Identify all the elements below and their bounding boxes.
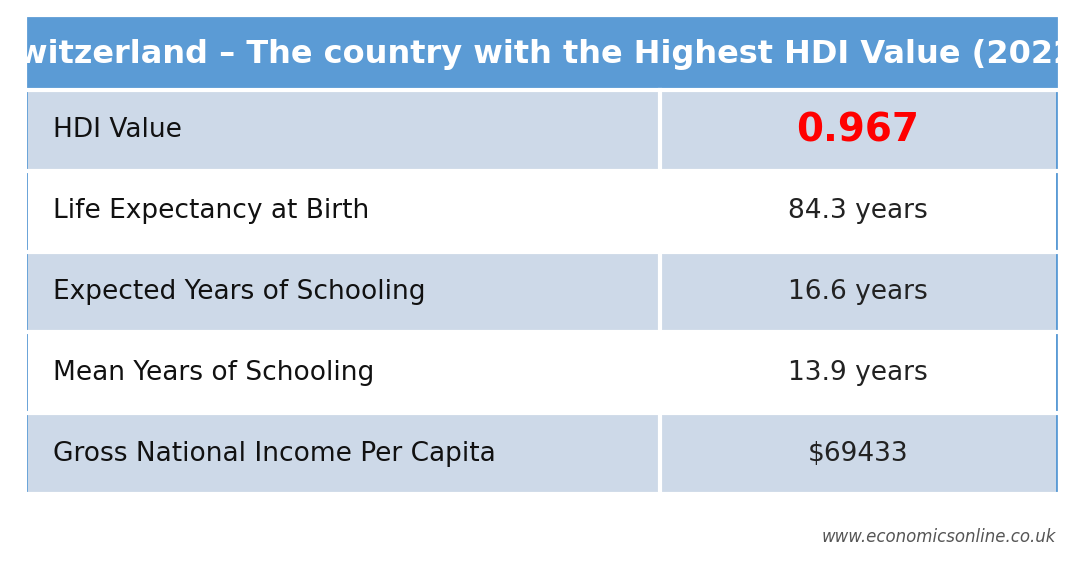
Bar	[28, 90, 660, 171]
Text: $69433: $69433	[808, 441, 908, 467]
Bar	[660, 171, 1056, 252]
Bar	[28, 171, 660, 252]
Text: Gross National Income Per Capita: Gross National Income Per Capita	[53, 441, 495, 467]
Bar	[28, 18, 1056, 494]
Text: Life Expectancy at Birth: Life Expectancy at Birth	[53, 198, 370, 224]
Text: www.economicsonline.co.uk: www.economicsonline.co.uk	[822, 528, 1056, 546]
Bar	[660, 332, 1056, 413]
Bar	[28, 18, 1056, 90]
Text: Switzerland – The country with the Highest HDI Value (2022): Switzerland – The country with the Highe…	[0, 39, 1084, 69]
Text: Mean Years of Schooling: Mean Years of Schooling	[53, 360, 374, 386]
Text: 0.967: 0.967	[797, 111, 919, 149]
Bar	[28, 252, 660, 332]
Text: 16.6 years: 16.6 years	[788, 279, 928, 305]
Bar	[28, 413, 660, 494]
Bar	[660, 252, 1056, 332]
Text: Expected Years of Schooling: Expected Years of Schooling	[53, 279, 426, 305]
Text: 84.3 years: 84.3 years	[788, 198, 928, 224]
Text: 13.9 years: 13.9 years	[788, 360, 928, 386]
Bar	[660, 90, 1056, 171]
Bar	[660, 413, 1056, 494]
Text: HDI Value: HDI Value	[53, 117, 182, 144]
Bar	[28, 332, 660, 413]
